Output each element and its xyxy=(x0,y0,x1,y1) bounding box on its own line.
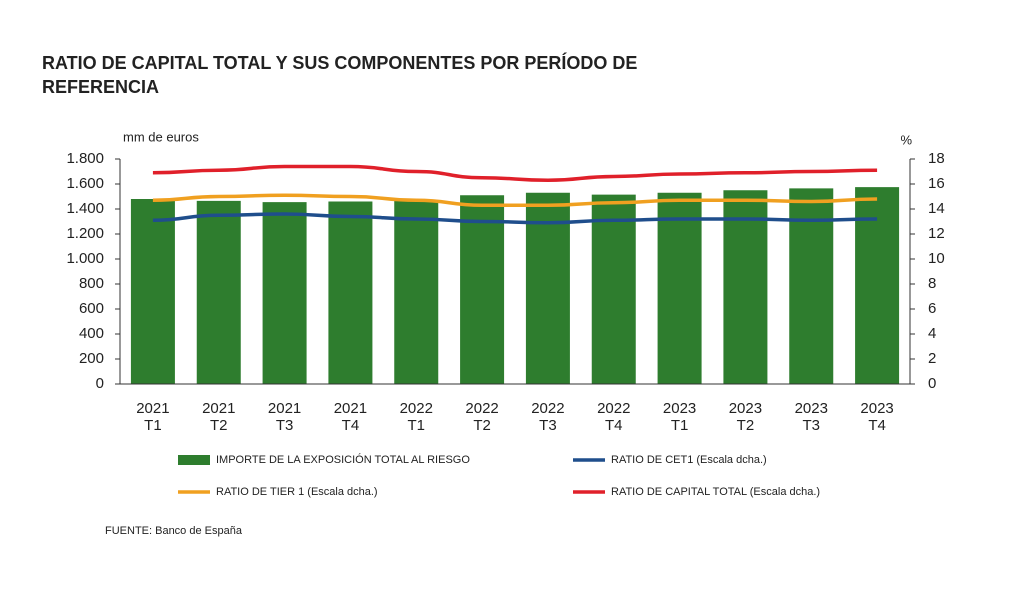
x-tick-label: 2021 xyxy=(334,400,367,417)
y2-tick-label: 14 xyxy=(928,200,945,217)
y2-tick-label: 16 xyxy=(928,175,945,192)
x-tick-label: T2 xyxy=(737,417,755,434)
bar xyxy=(657,192,702,384)
y2-axis-label: % xyxy=(900,132,912,147)
x-tick-label: 2023 xyxy=(860,400,893,417)
y2-tick-label: 10 xyxy=(928,250,945,267)
x-tick-label: 2021 xyxy=(268,400,301,417)
x-tick-label: T1 xyxy=(144,417,162,434)
x-tick-label: T4 xyxy=(868,417,886,434)
bar xyxy=(130,199,175,384)
bar xyxy=(723,190,768,384)
bar xyxy=(855,187,900,384)
line xyxy=(152,193,878,208)
x-tick-label: T1 xyxy=(671,417,689,434)
x-tick-label: 2022 xyxy=(597,400,630,417)
y-tick-label: 1.000 xyxy=(66,250,104,267)
x-tick-label: 2023 xyxy=(663,400,696,417)
bar xyxy=(328,201,373,384)
bar xyxy=(196,200,241,384)
x-tick-label: T3 xyxy=(539,417,557,434)
x-tick-label: 2021 xyxy=(202,400,235,417)
chart-title: RATIO DE CAPITAL TOTAL Y SUS COMPONENTES… xyxy=(42,52,637,73)
bar xyxy=(591,194,636,384)
y2-tick-label: 8 xyxy=(928,275,936,292)
x-tick-label: T1 xyxy=(407,417,425,434)
y-tick-label: 200 xyxy=(79,350,104,367)
x-tick-label: 2023 xyxy=(729,400,762,417)
line xyxy=(152,164,878,183)
y-tick-label: 600 xyxy=(79,300,104,317)
line xyxy=(152,212,878,225)
y2-tick-label: 6 xyxy=(928,300,936,317)
x-tick-label: 2022 xyxy=(400,400,433,417)
legend-swatch xyxy=(178,455,210,465)
source: FUENTE: Banco de España xyxy=(105,525,243,537)
y-tick-label: 1.200 xyxy=(66,225,104,242)
y2-tick-label: 4 xyxy=(928,325,936,342)
x-tick-label: T2 xyxy=(210,417,228,434)
bar xyxy=(525,192,570,384)
y-tick-label: 400 xyxy=(79,325,104,342)
x-tick-label: T4 xyxy=(605,417,623,434)
x-tick-label: T4 xyxy=(342,417,360,434)
y-tick-label: 800 xyxy=(79,275,104,292)
legend-label: IMPORTE DE LA EXPOSICIÓN TOTAL AL RIESGO xyxy=(216,453,470,466)
x-tick-label: 2023 xyxy=(795,400,828,417)
bar xyxy=(394,200,439,384)
y2-tick-label: 0 xyxy=(928,375,936,392)
x-tick-label: 2022 xyxy=(531,400,564,417)
legend-label: RATIO DE CET1 (Escala dcha.) xyxy=(611,454,767,466)
bar xyxy=(262,202,307,384)
y2-tick-label: 12 xyxy=(928,225,945,242)
x-tick-label: T3 xyxy=(276,417,294,434)
y2-tick-label: 2 xyxy=(928,350,936,367)
x-tick-label: T2 xyxy=(473,417,491,434)
x-tick-label: T3 xyxy=(802,417,820,434)
y-tick-label: 1.800 xyxy=(66,150,104,167)
y-axis-label: mm de euros xyxy=(123,129,199,144)
bar xyxy=(460,195,505,384)
y-tick-label: 1.400 xyxy=(66,200,104,217)
bar xyxy=(789,188,834,384)
x-tick-label: 2021 xyxy=(136,400,169,417)
legend-label: RATIO DE TIER 1 (Escala dcha.) xyxy=(216,486,378,498)
y-tick-label: 0 xyxy=(96,375,104,392)
chart-title: REFERENCIA xyxy=(42,77,159,97)
y2-tick-label: 18 xyxy=(928,150,945,167)
plot-frame xyxy=(119,159,911,385)
legend-label: RATIO DE CAPITAL TOTAL (Escala dcha.) xyxy=(611,486,820,498)
x-tick-label: 2022 xyxy=(465,400,498,417)
y-tick-label: 1.600 xyxy=(66,175,104,192)
